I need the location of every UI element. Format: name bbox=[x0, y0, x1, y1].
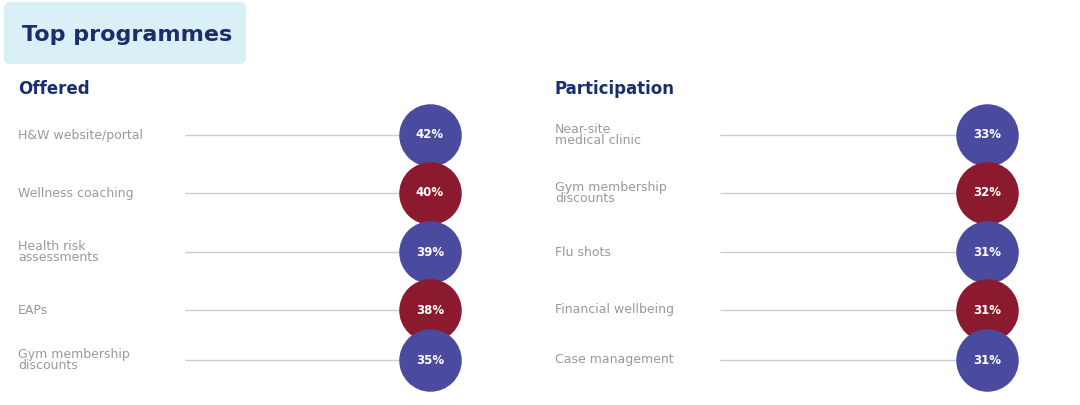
Text: Near-site: Near-site bbox=[555, 123, 611, 136]
Text: Offered: Offered bbox=[18, 80, 90, 98]
Text: Case management: Case management bbox=[555, 354, 674, 367]
Text: Health risk: Health risk bbox=[18, 240, 85, 253]
Text: Gym membership: Gym membership bbox=[18, 347, 130, 360]
Text: Financial wellbeing: Financial wellbeing bbox=[555, 303, 674, 316]
FancyBboxPatch shape bbox=[4, 2, 246, 64]
Text: EAPs: EAPs bbox=[18, 303, 49, 316]
Text: 35%: 35% bbox=[416, 354, 444, 367]
Text: 32%: 32% bbox=[973, 186, 1001, 200]
Text: Gym membership: Gym membership bbox=[555, 181, 666, 194]
Text: medical clinic: medical clinic bbox=[555, 134, 642, 147]
Text: 38%: 38% bbox=[416, 303, 444, 316]
Text: 40%: 40% bbox=[416, 186, 444, 200]
Text: 39%: 39% bbox=[416, 245, 444, 258]
Text: discounts: discounts bbox=[555, 192, 615, 205]
Text: H&W website/portal: H&W website/portal bbox=[18, 128, 143, 141]
Text: 33%: 33% bbox=[973, 128, 1001, 141]
Text: Participation: Participation bbox=[555, 80, 675, 98]
Text: 42%: 42% bbox=[416, 128, 444, 141]
Text: Top programmes: Top programmes bbox=[22, 25, 232, 45]
Text: Flu shots: Flu shots bbox=[555, 245, 611, 258]
Text: assessments: assessments bbox=[18, 252, 98, 264]
Text: Wellness coaching: Wellness coaching bbox=[18, 186, 134, 200]
Text: discounts: discounts bbox=[18, 359, 78, 372]
Text: 31%: 31% bbox=[973, 245, 1001, 258]
Text: 31%: 31% bbox=[973, 354, 1001, 367]
Text: 31%: 31% bbox=[973, 303, 1001, 316]
